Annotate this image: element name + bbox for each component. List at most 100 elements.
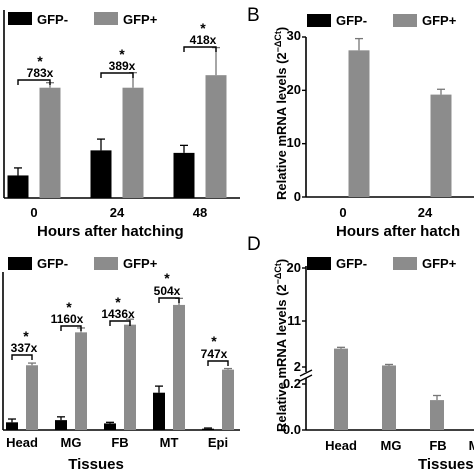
y-tick-label: 11	[287, 313, 301, 328]
bar-gfp-plus	[430, 94, 452, 197]
y-tick-label: 20	[287, 260, 301, 275]
significance-bracket	[11, 354, 33, 360]
panel-letter-d: D	[247, 234, 261, 255]
panel-letter-b: B	[247, 5, 260, 26]
y-tick-label: 2	[294, 359, 301, 374]
x-axis-title-a: Hours after hatching	[37, 223, 184, 240]
x-tick-label: MG	[381, 438, 402, 453]
axis-break-gap	[300, 372, 312, 378]
x-tick-labels-a: 0 24 48	[30, 205, 207, 220]
y-tick-label: 0	[294, 189, 301, 204]
x-tick-label: Head	[325, 438, 357, 453]
legend-a: GFP- GFP+	[8, 12, 158, 27]
y-tick-labels-b: 0 10 20 30	[287, 28, 301, 204]
legend-label-gfp-minus: GFP-	[336, 256, 367, 271]
significance-bracket	[100, 72, 134, 78]
legend-swatch-gfp-plus	[393, 257, 417, 270]
legend-swatch-gfp-plus	[393, 14, 417, 27]
y-axis-title-end: )	[274, 259, 289, 263]
bar-gfp-plus	[430, 400, 444, 430]
significance-star: *	[164, 270, 170, 286]
bar-gfp-plus	[39, 87, 61, 198]
bar-gfp-plus	[122, 87, 144, 198]
significance-star: *	[119, 46, 125, 62]
x-tick-label: M	[469, 438, 474, 453]
bar-gfp-plus	[26, 365, 38, 430]
x-tick-label: 0	[339, 205, 346, 220]
axis-break-mark	[299, 374, 313, 382]
significance-star: *	[115, 294, 121, 310]
legend-label-gfp-minus: GFP-	[336, 13, 367, 28]
x-tick-labels-d: Head MG FB M	[325, 438, 474, 453]
fold-change-label: 337x	[11, 341, 38, 355]
legend-b: GFP- GFP+	[307, 13, 457, 28]
y-axis-title-superscript: −ΔCt	[273, 263, 283, 284]
bar-gfp-minus	[104, 423, 116, 430]
legend-label-gfp-minus: GFP-	[37, 256, 68, 271]
x-tick-label: 0	[30, 205, 37, 220]
panel-b: GFP- GFP+ Relative mRNA levels (2−ΔCt) 0…	[273, 13, 474, 240]
y-axis-title-end: )	[274, 27, 289, 31]
legend-swatch-gfp-minus	[307, 14, 331, 27]
axis-break-mark	[299, 369, 313, 377]
y-axis-title-text: Relative mRNA levels (2	[274, 284, 289, 432]
y-tick-labels-d: 0.0 0.2 2 11 20	[283, 260, 301, 437]
y-axis-title-b: Relative mRNA levels (2−ΔCt)	[273, 27, 289, 200]
significance-star: *	[66, 299, 72, 315]
y-axis-title-text: Relative mRNA levels (2	[274, 52, 289, 200]
y-tick-label: 10	[287, 135, 301, 150]
significance-star: *	[23, 328, 29, 344]
fold-annotations-c: * 337x * 1160x * 1436x * 504x * 747x	[11, 270, 228, 361]
legend-swatch-gfp-minus	[8, 257, 32, 270]
plot-b	[302, 36, 474, 198]
panel-d: GFP- GFP+ Relative mRNA levels (2−ΔCt) 0…	[273, 256, 474, 473]
x-tick-label: FB	[429, 438, 446, 453]
significance-star: *	[37, 53, 43, 69]
x-tick-label: Epi	[208, 435, 228, 450]
fold-change-label: 418x	[190, 33, 217, 47]
bar-gfp-plus	[75, 332, 87, 430]
bar-gfp-plus	[334, 348, 348, 430]
plot-d	[299, 266, 474, 431]
x-tick-label: Head	[6, 435, 38, 450]
x-tick-label: MG	[61, 435, 82, 450]
fold-change-label: 1160x	[51, 312, 84, 326]
plot-a	[3, 10, 240, 199]
legend-d: GFP- GFP+	[307, 256, 457, 271]
significance-bracket	[60, 325, 82, 331]
significance-bracket	[207, 360, 229, 366]
bar-gfp-plus	[124, 324, 136, 430]
fold-change-label: 783x	[27, 66, 54, 80]
fold-annotations-a: * 783x * 389x * 418x	[27, 20, 217, 80]
bar-gfp-minus	[153, 392, 165, 430]
legend-label-gfp-plus: GFP+	[422, 13, 457, 28]
legend-swatch-gfp-plus	[94, 12, 118, 25]
legend-label-gfp-plus: GFP+	[123, 12, 158, 27]
y-tick-label: 20	[287, 82, 301, 97]
bar-gfp-plus	[382, 365, 396, 430]
significance-bracket	[17, 79, 51, 85]
bar-gfp-minus	[90, 150, 112, 198]
bar-gfp-plus	[222, 369, 234, 430]
bar-gfp-minus	[6, 422, 18, 430]
legend-label-gfp-plus: GFP+	[123, 256, 158, 271]
x-tick-label: FB	[111, 435, 128, 450]
bar-gfp-minus	[173, 152, 195, 198]
panel-a: GFP- GFP+ 0 24 48 Hours after hatching *…	[3, 10, 240, 240]
significance-bracket	[158, 297, 180, 303]
bar-gfp-minus	[202, 428, 214, 430]
fold-change-label: 389x	[109, 59, 136, 73]
y-tick-label: 0.0	[283, 422, 301, 437]
plot-c	[2, 272, 240, 431]
x-tick-label: 24	[110, 205, 125, 220]
bar-gfp-plus	[348, 50, 370, 198]
significance-star: *	[200, 20, 206, 36]
bar-gfp-minus	[55, 420, 67, 430]
bar-gfp-plus	[205, 75, 227, 198]
panel-c: GFP- GFP+ Head MG FB MT Epi Tissues * 33…	[2, 256, 240, 473]
y-axis-title-d: Relative mRNA levels (2−ΔCt)	[273, 259, 289, 432]
legend-swatch-gfp-plus	[94, 257, 118, 270]
x-tick-label: MT	[160, 435, 179, 450]
x-tick-labels-b: 0 24	[339, 205, 433, 220]
